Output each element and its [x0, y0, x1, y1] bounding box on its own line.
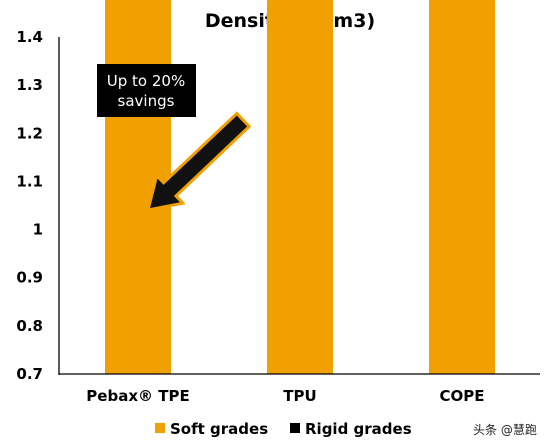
bars: [105, 0, 495, 374]
legend: Soft grades Rigid grades: [155, 420, 412, 438]
legend-item-rigid-grades: Rigid grades: [290, 420, 412, 438]
x-category-label: COPE: [440, 387, 485, 405]
savings-callout: Up to 20% savings: [97, 64, 196, 117]
y-axis-ticks: 0.7 0.8 0.9 1 1.1 1.2 1.3 1.4: [16, 28, 43, 383]
bar-soft-grades: [267, 0, 333, 374]
callout-box: [97, 64, 196, 117]
watermark: 头条 @慧跑: [473, 422, 537, 437]
legend-swatch-rigid-grades: [290, 423, 300, 433]
legend-label-soft-grades: Soft grades: [170, 420, 268, 438]
callout-line-1: Up to 20%: [107, 72, 185, 90]
y-tick-label: 1.2: [16, 124, 43, 142]
y-tick-label: 1.4: [16, 28, 43, 46]
y-tick-label: 1.3: [16, 76, 43, 94]
bar-soft-grades: [429, 0, 495, 374]
legend-label-rigid-grades: Rigid grades: [305, 420, 412, 438]
y-tick-label: 0.9: [16, 269, 43, 287]
arrow-shape: [145, 111, 252, 212]
down-left-arrow-icon: [145, 111, 252, 212]
y-tick-label: 1.1: [16, 172, 43, 190]
y-tick-label: 0.8: [16, 317, 43, 335]
y-tick-label: 0.7: [16, 365, 43, 383]
x-category-label: TPU: [283, 387, 316, 405]
x-axis-labels: Pebax® TPE TPU COPE: [86, 387, 484, 405]
legend-item-soft-grades: Soft grades: [155, 420, 268, 438]
x-category-label: Pebax® TPE: [86, 387, 189, 405]
legend-swatch-soft-grades: [155, 423, 165, 433]
callout-line-2: savings: [118, 92, 175, 110]
y-tick-label: 1: [33, 221, 43, 239]
